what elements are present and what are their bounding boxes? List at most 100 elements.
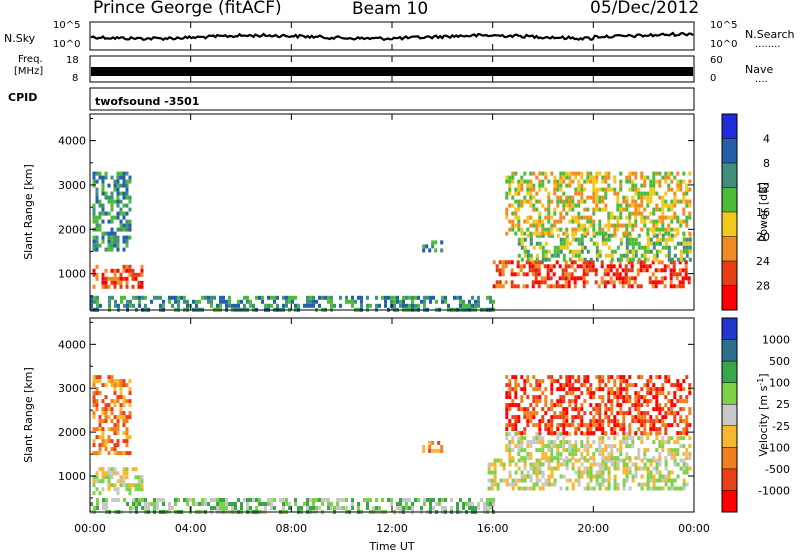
data-cell [523, 179, 527, 184]
data-cell [345, 295, 348, 300]
data-cell [634, 391, 638, 396]
data-cell [351, 295, 354, 300]
data-cell [586, 207, 590, 212]
data-cell [526, 183, 530, 188]
data-cell [652, 211, 656, 216]
data-cell [676, 436, 680, 441]
data-cell [501, 264, 505, 269]
data-cell [547, 462, 551, 467]
data-cell [685, 237, 689, 242]
data-cell [493, 466, 497, 471]
data-cell [92, 439, 96, 444]
data-cell [604, 191, 608, 196]
data-cell [529, 187, 533, 192]
data-cell [574, 231, 578, 236]
data-cell [522, 284, 526, 289]
data-cell [462, 502, 465, 506]
data-cell [550, 375, 554, 380]
data-cell [562, 175, 566, 180]
data-cell [559, 462, 563, 467]
data-cell [309, 299, 312, 304]
data-cell [422, 444, 426, 449]
data-cell [574, 403, 578, 408]
data-cell [591, 268, 595, 273]
data-cell [640, 227, 644, 232]
data-cell [529, 440, 533, 445]
data-cell [607, 187, 611, 192]
data-cell [619, 207, 623, 212]
data-cell [592, 241, 596, 246]
data-cell [107, 243, 111, 248]
data-cell [514, 395, 518, 400]
data-cell [565, 195, 569, 200]
data-cell [664, 191, 668, 196]
data-cell [679, 219, 683, 224]
data-cell [571, 215, 575, 220]
data-cell [657, 260, 661, 265]
data-cell [107, 239, 111, 244]
data-cell [649, 219, 653, 224]
data-cell [553, 379, 557, 384]
data-cell [110, 419, 114, 424]
data-cell [556, 227, 560, 232]
data-cell [520, 486, 524, 491]
data-cell [192, 299, 195, 304]
data-cell [568, 257, 572, 262]
data-cell [98, 491, 102, 496]
data-cell [655, 233, 659, 238]
data-cell [538, 379, 542, 384]
data-cell [670, 456, 674, 461]
data-cell [574, 478, 578, 483]
data-cell [616, 419, 620, 424]
data-cell [523, 171, 527, 176]
data-cell [640, 203, 644, 208]
data-cell [125, 219, 129, 224]
data-cell [228, 299, 231, 304]
data-cell [541, 452, 545, 457]
data-cell [128, 195, 132, 200]
data-cell [559, 395, 563, 400]
data-cell [312, 506, 315, 510]
data-cell [526, 444, 530, 449]
data-cell [514, 432, 518, 437]
data-cell [125, 467, 129, 472]
x-tick-label: 08:00 [275, 522, 307, 535]
data-cell [607, 466, 611, 471]
data-cell [598, 440, 602, 445]
data-cell [679, 241, 683, 246]
data-cell [568, 432, 572, 437]
data-cell [547, 203, 551, 208]
data-cell [122, 467, 126, 472]
data-cell [529, 466, 533, 471]
data-cell [661, 203, 665, 208]
data-cell [537, 264, 541, 269]
data-cell [517, 415, 521, 420]
data-cell [619, 387, 623, 392]
data-cell [655, 191, 659, 196]
data-cell [104, 231, 108, 236]
data-cell [586, 249, 590, 254]
data-cell [116, 276, 120, 281]
data-cell [676, 171, 680, 176]
data-cell [514, 207, 518, 212]
data-cell [516, 284, 520, 289]
data-cell [646, 470, 650, 475]
data-cell [514, 223, 518, 228]
data-cell [402, 299, 405, 304]
data-cell [601, 395, 605, 400]
data-cell [186, 502, 189, 506]
data-cell [258, 502, 261, 506]
data-cell [128, 451, 132, 456]
data-cell [110, 227, 114, 232]
data-cell [318, 295, 321, 300]
colorbar-frame [721, 317, 738, 513]
data-cell [687, 280, 691, 285]
data-cell [444, 299, 447, 304]
data-cell [360, 299, 363, 304]
data-cell [598, 199, 602, 204]
data-cell [105, 498, 108, 502]
data-cell [285, 299, 288, 304]
data-cell [532, 183, 536, 188]
data-cell [131, 272, 135, 277]
data-cell [219, 498, 222, 502]
